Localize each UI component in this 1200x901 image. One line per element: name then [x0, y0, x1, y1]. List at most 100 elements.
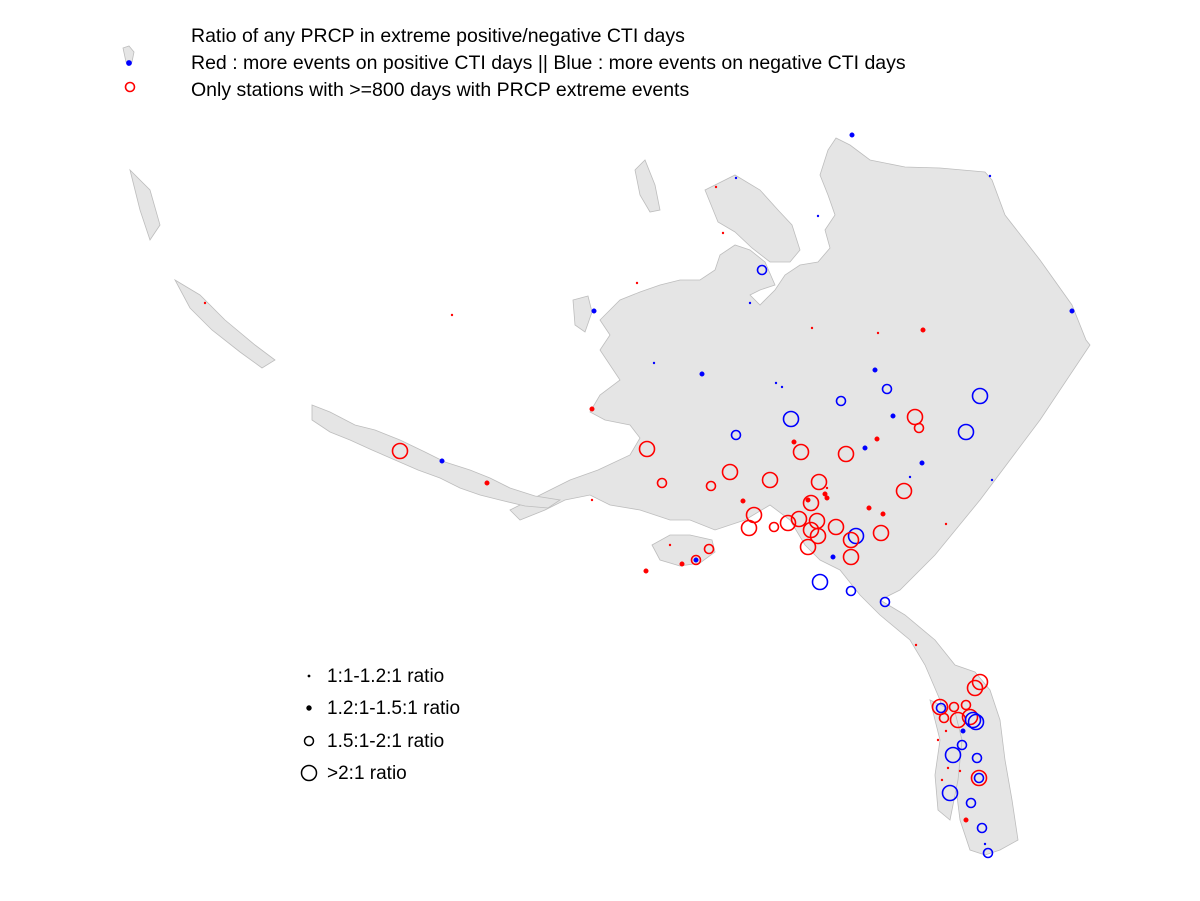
station-marker-positive	[679, 561, 685, 567]
station-marker-negative	[811, 573, 829, 591]
station-marker-positive	[920, 327, 926, 333]
station-marker-positive	[963, 817, 969, 823]
station-marker-negative	[748, 301, 752, 305]
station-marker-negative	[730, 429, 742, 441]
station-marker-negative	[849, 132, 855, 138]
station-marker-positive	[705, 480, 717, 492]
station-marker-negative	[652, 361, 656, 365]
station-marker-negative	[971, 752, 983, 764]
station-marker-negative	[879, 596, 891, 608]
station-marker-negative	[976, 822, 988, 834]
station-marker-positive	[944, 522, 948, 526]
station-marker-positive	[971, 673, 989, 691]
station-marker-positive	[938, 712, 950, 724]
station-marker-negative	[971, 387, 989, 405]
station-marker-positive	[799, 538, 817, 556]
station-marker-negative	[964, 711, 982, 729]
station-marker-positive	[810, 326, 814, 330]
station-marker-positive	[822, 491, 828, 497]
station-marker-positive	[791, 439, 797, 445]
near-islands	[173, 278, 276, 369]
aleutian-chain	[311, 404, 562, 509]
station-marker-positive	[792, 443, 810, 461]
station-marker-positive	[960, 699, 972, 711]
station-marker-positive	[703, 543, 715, 555]
station-marker-negative	[960, 728, 966, 734]
station-marker-negative	[990, 478, 994, 482]
station-marker-positive	[391, 442, 409, 460]
station-marker-negative	[965, 797, 977, 809]
station-marker-negative	[780, 385, 784, 389]
station-marker-negative	[693, 557, 699, 563]
station-marker-positive	[802, 494, 820, 512]
station-marker-negative	[881, 383, 893, 395]
station-marker-positive	[880, 511, 886, 517]
station-marker-negative	[816, 214, 820, 218]
station-marker-negative	[957, 423, 975, 441]
station-marker-negative	[835, 395, 847, 407]
land-layer	[129, 137, 1091, 856]
station-marker-positive	[450, 313, 454, 317]
legend-symbol-2	[306, 705, 312, 711]
map-title-line-3: Only stations with >=800 days with PRCP …	[191, 79, 689, 101]
kodiak-island	[651, 534, 716, 567]
station-marker-positive	[768, 521, 780, 533]
station-marker-positive	[906, 408, 924, 426]
station-marker-negative	[862, 445, 868, 451]
station-marker-negative	[591, 308, 597, 314]
map-title-line-2: Red : more events on positive CTI days |…	[191, 52, 906, 74]
station-marker-positive	[837, 445, 855, 463]
station-marker-positive	[590, 498, 594, 502]
station-marker-positive	[946, 766, 950, 770]
station-marker-negative	[439, 458, 445, 464]
station-marker-positive	[895, 482, 913, 500]
station-marker-positive	[876, 331, 880, 335]
station-marker-negative	[845, 585, 857, 597]
station-marker-positive	[721, 231, 725, 235]
station-marker-negative	[944, 746, 962, 764]
station-marker-positive	[827, 518, 845, 536]
station-marker-positive	[936, 738, 940, 742]
legend-label-3: 1.5:1-2:1 ratio	[327, 731, 444, 752]
station-marker-positive	[914, 643, 918, 647]
station-marker-negative	[756, 264, 768, 276]
station-marker-negative	[935, 702, 947, 714]
station-marker-negative	[983, 842, 987, 846]
station-markers	[203, 132, 1075, 859]
station-marker-positive	[779, 514, 797, 532]
station-marker-negative	[956, 739, 968, 751]
station-marker-negative	[830, 554, 836, 560]
station-marker-positive	[825, 486, 829, 490]
station-marker-positive	[203, 301, 207, 305]
legend-label-1: 1:1-1.2:1 ratio	[327, 666, 444, 687]
station-marker-positive	[790, 510, 808, 528]
station-marker-positive	[643, 568, 649, 574]
header-inset	[122, 45, 136, 93]
station-marker-negative	[847, 527, 865, 545]
station-marker-positive	[809, 527, 827, 545]
nunivak-island	[572, 295, 593, 333]
station-marker-positive	[913, 422, 925, 434]
alaska-mainland	[509, 137, 1091, 856]
station-marker-positive	[589, 406, 595, 412]
station-marker-positive	[656, 477, 668, 489]
station-marker-positive	[842, 548, 860, 566]
station-marker-positive	[961, 708, 979, 726]
station-marker-positive	[721, 463, 739, 481]
station-marker-positive	[638, 440, 656, 458]
station-marker-negative	[699, 371, 705, 377]
station-marker-positive	[690, 554, 702, 566]
station-marker-negative	[941, 784, 959, 802]
station-marker-negative	[872, 367, 878, 373]
seward-lobe	[704, 174, 801, 263]
legend-symbol-1	[307, 674, 311, 678]
station-marker-positive	[970, 769, 988, 787]
station-marker-negative	[982, 847, 994, 859]
station-marker-positive	[872, 524, 890, 542]
station-marker-negative	[967, 713, 985, 731]
station-marker-negative	[890, 413, 896, 419]
station-marker-positive	[740, 498, 746, 504]
station-marker-positive	[940, 778, 944, 782]
western-aleutians	[129, 168, 161, 241]
